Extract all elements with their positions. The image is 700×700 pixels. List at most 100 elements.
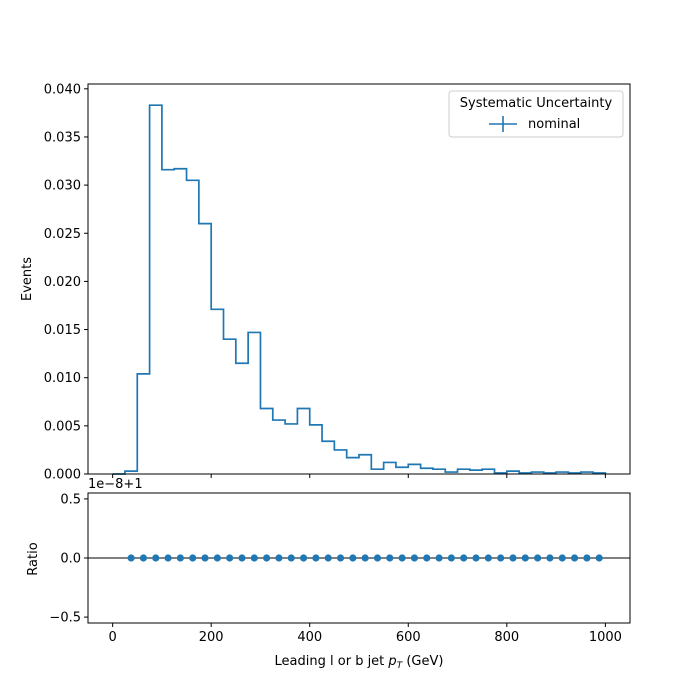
ratio-point (164, 554, 172, 562)
x-tick-label: 200 (199, 630, 224, 645)
ratio-point (324, 554, 332, 562)
histogram-y-ticks: 0.000 0.005 0.010 0.015 0.020 0.025 0.030 0.035… (44, 82, 88, 483)
histogram-bin (396, 467, 408, 474)
histogram-bin (248, 332, 260, 474)
legend-box (448, 90, 624, 138)
ratio-point (361, 554, 369, 562)
ratio-point (139, 554, 148, 562)
histogram-bin (297, 409, 309, 474)
histogram-bin (150, 105, 162, 474)
ratio-point (447, 554, 455, 562)
histogram-bin (174, 169, 186, 474)
ratio-point (349, 554, 357, 562)
ratio-point (373, 554, 382, 562)
y-tick-label: 0.035 (44, 130, 81, 145)
histogram-bin (285, 424, 297, 474)
ratio-point (263, 554, 271, 562)
ratio-point (275, 554, 283, 562)
ratio-point (127, 554, 135, 562)
ratio-point (509, 554, 517, 562)
ratio-point (460, 554, 468, 562)
ratio-point (386, 554, 394, 562)
histogram-bin (334, 450, 346, 474)
histogram-bin (421, 468, 433, 474)
histogram-bin (260, 409, 272, 474)
ratio-point (189, 554, 197, 562)
y-tick-label: 0.025 (44, 227, 81, 242)
ratio-x-ticks: 0 200 400 600 800 1000 (108, 623, 622, 645)
histogram-bin (433, 469, 445, 474)
histogram-bin (458, 469, 470, 474)
y-tick-label: 0.015 (44, 323, 81, 338)
histogram-bin (211, 309, 223, 474)
y-tick-label: 0.010 (44, 371, 81, 386)
histogram-plot-area (112, 104, 607, 475)
x-tick-label: 600 (396, 630, 421, 645)
legend: Systematic Uncertainty nominal (448, 90, 624, 138)
ratio-point (213, 554, 221, 562)
histogram-bin (322, 441, 334, 474)
histogram-bin (137, 374, 149, 474)
ratio-point (558, 554, 566, 562)
legend-entry-nominal: nominal (528, 117, 580, 132)
histogram-bin (347, 458, 359, 474)
histogram-bin (187, 180, 199, 474)
ratio-point (546, 554, 554, 562)
ratio-point (250, 554, 258, 562)
y-tick-label: 0.020 (44, 275, 81, 290)
y-tick-label: 0.000 (44, 468, 81, 483)
ratio-point (570, 554, 579, 562)
ratio-y-ticks: −0.5 0.0 0.5 (49, 492, 88, 626)
histogram-panel: 0.000 0.005 0.010 0.015 0.020 0.025 0.030 0.035… (20, 82, 631, 483)
ratio-point (435, 554, 443, 562)
histogram-bin (224, 339, 236, 474)
histogram-step-nominal (112, 104, 607, 475)
ratio-point (534, 554, 542, 562)
histogram-axes-frame (87, 83, 631, 475)
ratio-point (497, 554, 505, 562)
ratio-point (287, 554, 295, 562)
histogram-bin (470, 470, 482, 474)
y-tick-label: −0.5 (49, 611, 81, 626)
x-tick-label: 400 (297, 630, 322, 645)
ratio-panel: −0.5 0.0 0.5 0 200 400 600 800 1000 1e−8+1 Rati… (26, 477, 631, 671)
histogram-bin (310, 425, 322, 474)
ratio-point (583, 554, 591, 562)
y-tick-label: 0.5 (60, 492, 81, 507)
ratio-point (472, 554, 480, 562)
ratio-point (152, 554, 160, 562)
ratio-point (423, 554, 431, 562)
x-tick-label: 0 (108, 630, 116, 645)
ratio-point (398, 554, 406, 562)
y-tick-label: 0.005 (44, 419, 81, 434)
y-tick-label: 0.0 (60, 552, 81, 567)
histogram-bin (236, 363, 248, 474)
histogram-bin (359, 455, 371, 474)
histogram-bin (408, 464, 420, 474)
ratio-point (521, 554, 529, 562)
legend-marker-nominal (489, 116, 517, 132)
ratio-point (595, 554, 603, 562)
histogram-bin (371, 469, 383, 474)
ratio-plot-area (88, 554, 630, 562)
ratio-point (226, 554, 234, 562)
ratio-point (484, 554, 492, 562)
histogram-bin (273, 420, 285, 474)
ratio-y-axis-label: Ratio (26, 542, 41, 575)
ratio-point (336, 554, 345, 562)
ratio-offset-text: 1e−8+1 (88, 477, 143, 492)
ratio-point (299, 554, 308, 562)
histogram-bin (199, 224, 211, 474)
ratio-point (201, 554, 209, 562)
ratio-point (238, 554, 246, 562)
histogram-bin (384, 462, 396, 474)
ratio-point (176, 554, 184, 562)
histogram-bin (162, 170, 174, 474)
y-tick-label: 0.040 (44, 82, 81, 97)
x-tick-label: 1000 (589, 630, 622, 645)
x-tick-label: 800 (494, 630, 519, 645)
histogram-bin (482, 469, 494, 474)
ratio-point (410, 554, 419, 562)
x-axis-label: Leading l or b jet pT (GeV) (275, 654, 444, 671)
